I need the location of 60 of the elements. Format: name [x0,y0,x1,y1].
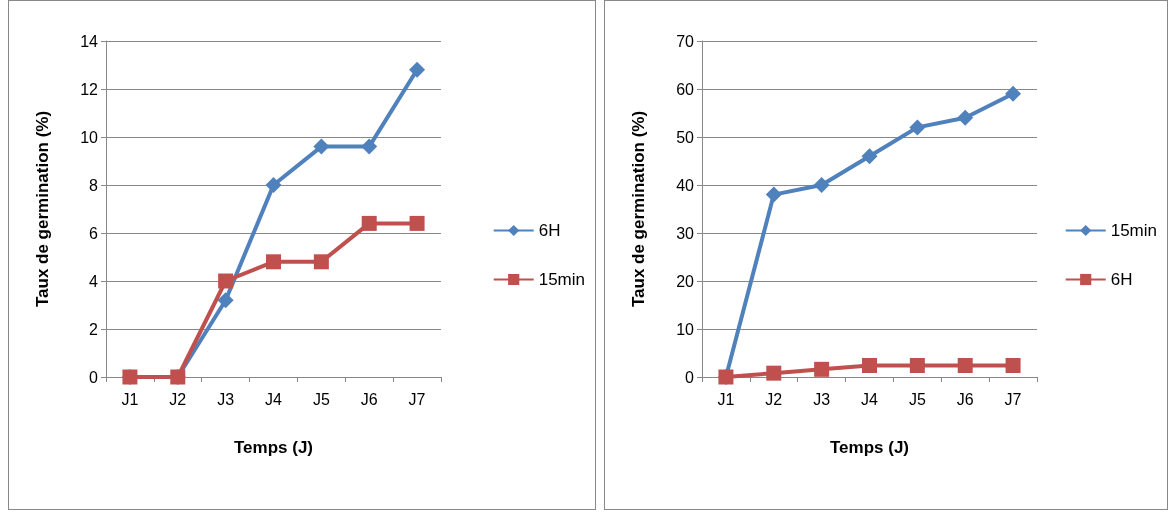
point [218,273,234,289]
y-axis-title: Taux de germination (%) [629,110,648,308]
x-axis-title: Temps (J) [829,438,910,457]
x-tick-label: J4 [265,390,283,408]
point [765,186,782,203]
y-tick-label: 40 [676,176,695,194]
point [361,138,378,155]
y-tick-label: 20 [676,272,695,290]
x-tick-label: J3 [813,390,831,408]
point [813,177,830,193]
y-tick-label: 60 [676,80,695,98]
point [266,254,281,270]
x-tick-label: J1 [717,390,735,408]
point [957,357,973,373]
y-tick-label: 70 [676,32,695,50]
legend-label: 15min [1110,221,1158,240]
y-tick-label: 10 [676,320,695,338]
point [217,292,234,309]
y-tick-label: 8 [89,176,99,194]
point [814,361,830,377]
legend-label: 15min [538,270,586,289]
x-tick-label: J2 [169,390,187,408]
point [1005,357,1021,373]
point [313,138,330,155]
point [409,215,425,231]
x-axis-title: Temps (J) [233,438,314,457]
x-tick-label: J5 [908,390,926,408]
point [361,215,377,231]
y-tick-label: 30 [676,224,695,242]
legend-label: 6H [1110,270,1133,289]
y-axis-title: Taux de germination (%) [33,110,52,308]
point [313,254,329,270]
legend-label: 6H [538,221,561,240]
point [766,365,782,381]
x-tick-label: J1 [121,390,139,408]
x-tick-label: J5 [312,390,330,408]
point [957,109,974,126]
x-tick-label: J4 [861,390,879,408]
x-tick-label: J7 [408,390,426,408]
point [265,177,282,193]
y-tick-label: 12 [80,80,99,98]
y-tick-label: 10 [80,128,99,146]
x-tick-label: J7 [1004,390,1022,408]
point [861,148,878,165]
point [909,357,925,373]
y-tick-label: 6 [89,224,99,242]
y-tick-label: 0 [685,368,695,386]
point [409,61,426,78]
y-tick-label: 50 [676,128,695,146]
point [862,357,877,373]
x-tick-label: J6 [360,390,378,408]
y-tick-label: 4 [89,272,99,290]
x-tick-label: J3 [217,390,235,408]
y-tick-label: 14 [80,32,99,50]
x-tick-label: J2 [765,390,783,408]
x-tick-label: J6 [956,390,974,408]
y-tick-label: 0 [89,368,99,386]
point [909,119,926,136]
point [1005,85,1022,102]
y-tick-label: 2 [89,320,99,338]
